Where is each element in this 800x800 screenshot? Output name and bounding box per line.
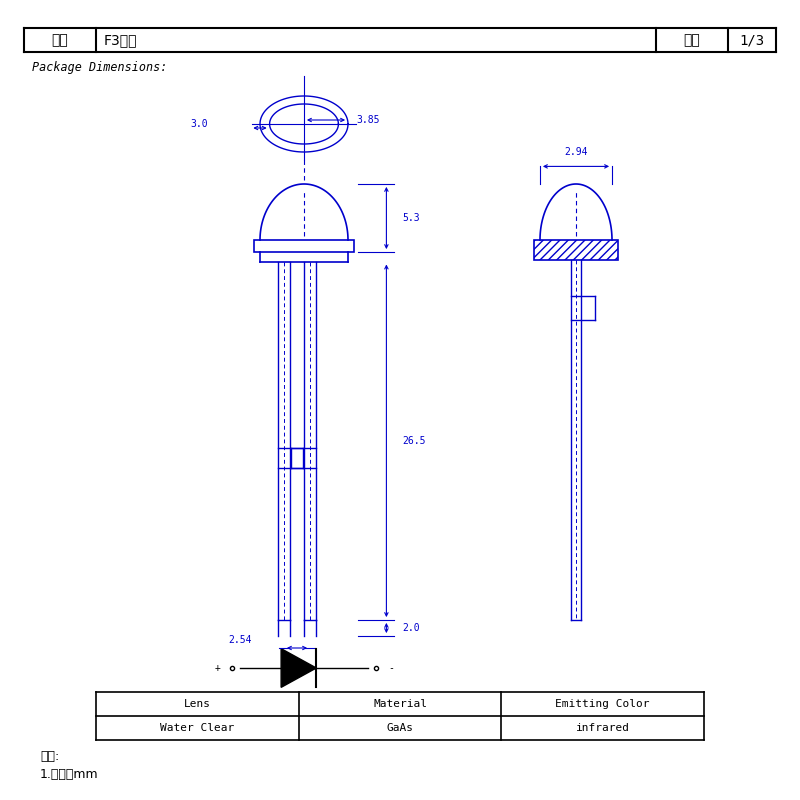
Text: 5.3: 5.3: [402, 213, 420, 223]
Polygon shape: [281, 649, 316, 687]
Text: 26.5: 26.5: [402, 436, 426, 446]
Text: infrared: infrared: [576, 723, 630, 733]
Text: 2.94: 2.94: [564, 146, 588, 157]
Text: 2.0: 2.0: [402, 623, 420, 633]
Text: +: +: [214, 663, 220, 673]
Text: 1/3: 1/3: [739, 33, 765, 47]
Bar: [254, 240, 354, 252]
Text: Lens: Lens: [184, 699, 211, 709]
Text: 型号: 型号: [52, 33, 68, 47]
Text: Package Dimensions:: Package Dimensions:: [32, 62, 167, 74]
Text: 3.85: 3.85: [356, 115, 379, 125]
Text: GaAs: GaAs: [386, 723, 414, 733]
Text: 1.单位：mm: 1.单位：mm: [40, 768, 98, 781]
Bar: [534, 240, 618, 260]
Text: 备注:: 备注:: [40, 750, 59, 762]
Text: Material: Material: [373, 699, 427, 709]
Text: 3.0: 3.0: [190, 119, 208, 129]
Text: F3发射: F3发射: [104, 33, 138, 47]
Text: 2.54: 2.54: [229, 635, 252, 645]
Text: -: -: [388, 663, 394, 673]
Text: Water Clear: Water Clear: [160, 723, 234, 733]
Text: Emitting Color: Emitting Color: [555, 699, 650, 709]
Text: 页码: 页码: [684, 33, 700, 47]
